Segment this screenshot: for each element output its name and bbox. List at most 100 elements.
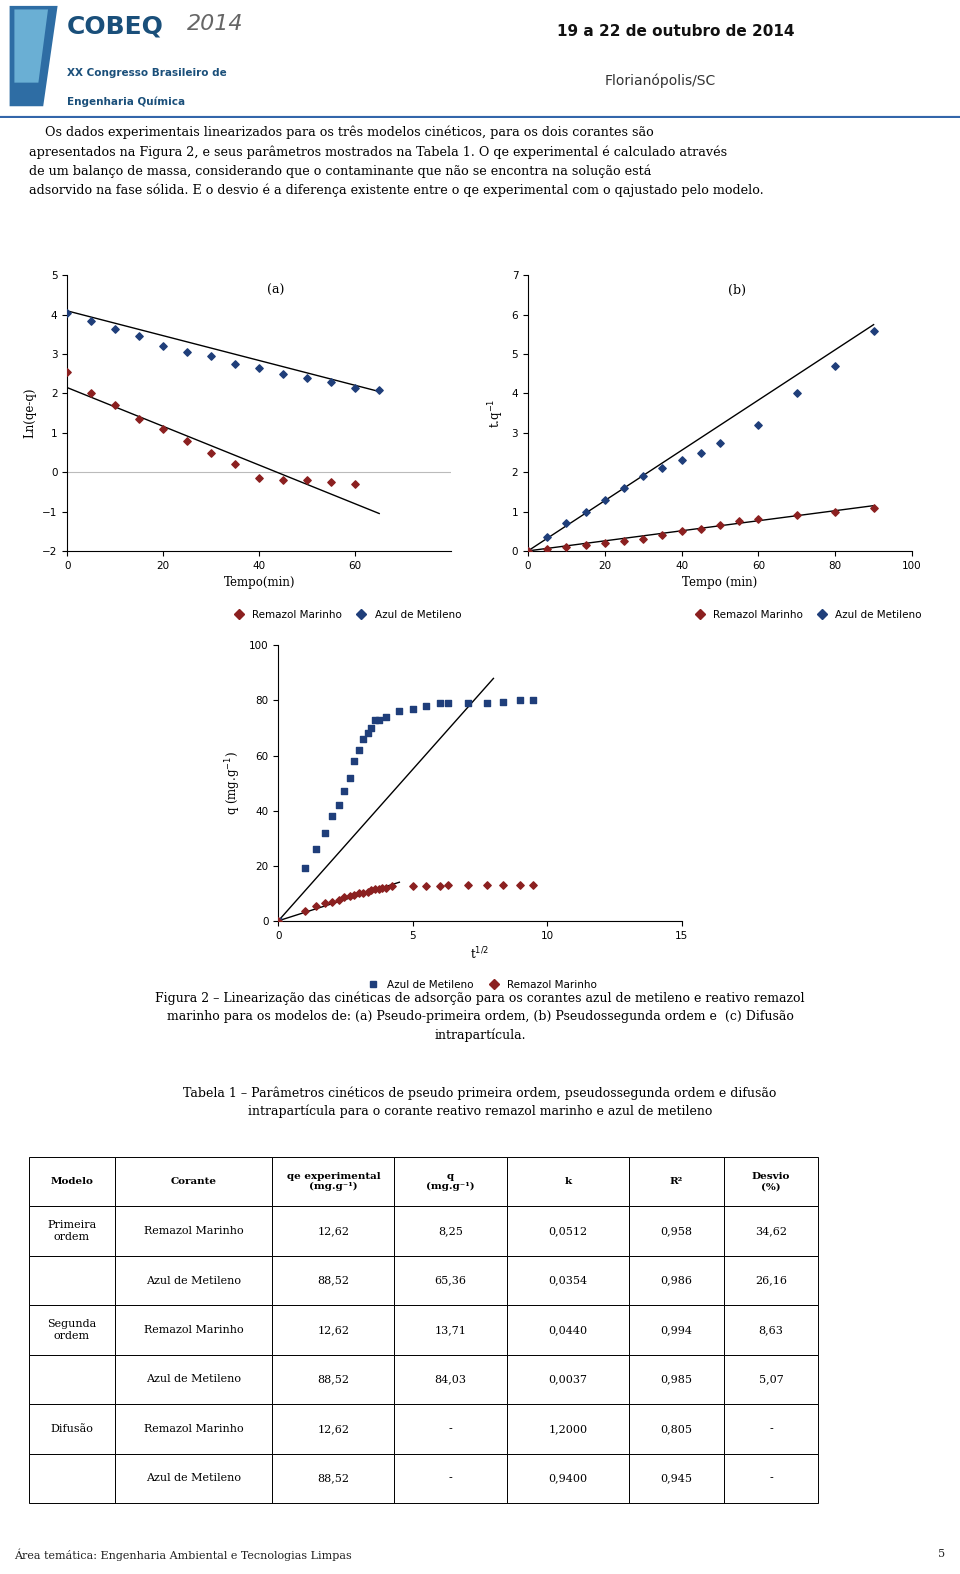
Point	[479, 691, 494, 716]
Point	[578, 499, 593, 524]
Point	[132, 406, 147, 431]
Text: Florianópolis/SC: Florianópolis/SC	[605, 72, 716, 88]
Bar	[114, 1355, 273, 1404]
Bar	[629, 1305, 724, 1355]
Point	[540, 537, 555, 562]
Legend: Remazol Marinho, Azul de Metileno: Remazol Marinho, Azul de Metileno	[685, 606, 926, 623]
Text: 0,0440: 0,0440	[548, 1325, 588, 1335]
Point	[828, 499, 843, 524]
Text: R²: R²	[670, 1177, 683, 1187]
Text: -: -	[448, 1473, 452, 1483]
Point	[655, 455, 670, 480]
Text: 0,945: 0,945	[660, 1473, 692, 1483]
Point	[300, 467, 315, 493]
Point	[317, 891, 332, 916]
Point	[597, 530, 612, 556]
Point	[331, 792, 347, 817]
Point	[347, 881, 362, 907]
Text: 88,52: 88,52	[318, 1374, 349, 1385]
Bar	[395, 1454, 507, 1503]
Point	[712, 513, 728, 538]
Point	[866, 318, 881, 343]
Text: 0,0512: 0,0512	[548, 1226, 588, 1236]
Point	[441, 691, 456, 716]
Bar	[29, 1454, 114, 1503]
Text: 84,03: 84,03	[435, 1374, 467, 1385]
Text: COBEQ: COBEQ	[67, 14, 164, 38]
Text: 12,62: 12,62	[318, 1226, 349, 1236]
Text: Os dados experimentais linearizados para os três modelos cinéticos, para os dois: Os dados experimentais linearizados para…	[29, 126, 763, 197]
Bar	[273, 1256, 395, 1305]
Bar	[629, 1157, 724, 1206]
Point	[108, 316, 123, 342]
Bar	[29, 1355, 114, 1404]
Point	[308, 836, 324, 861]
Point	[616, 475, 632, 501]
Bar	[395, 1305, 507, 1355]
Text: qe experimental
(mg.g⁻¹): qe experimental (mg.g⁻¹)	[286, 1173, 380, 1192]
Text: 8,63: 8,63	[758, 1325, 783, 1335]
Text: 5,07: 5,07	[758, 1374, 783, 1385]
Point	[276, 467, 291, 493]
Point	[461, 691, 476, 716]
Bar	[395, 1256, 507, 1305]
Bar	[29, 1256, 114, 1305]
Point	[372, 877, 387, 902]
Text: Remazol Marinho: Remazol Marinho	[144, 1226, 243, 1236]
Bar	[395, 1206, 507, 1256]
Point	[828, 353, 843, 378]
Point	[364, 878, 379, 903]
Text: 0,986: 0,986	[660, 1275, 692, 1286]
Point	[751, 412, 766, 438]
Point	[351, 880, 367, 905]
Text: Difusão: Difusão	[50, 1424, 93, 1434]
Text: q
(mg.g⁻¹): q (mg.g⁻¹)	[426, 1173, 475, 1192]
Text: 19 a 22 de outubro de 2014: 19 a 22 de outubro de 2014	[557, 24, 794, 39]
Point	[432, 874, 447, 899]
Bar	[507, 1305, 629, 1355]
Point	[204, 343, 219, 368]
Point	[324, 803, 340, 828]
Point	[342, 765, 357, 790]
Bar	[507, 1355, 629, 1404]
Point	[441, 872, 456, 897]
Bar	[629, 1404, 724, 1454]
Text: Figura 2 – Linearização das cinéticas de adsorção para os corantes azul de metil: Figura 2 – Linearização das cinéticas de…	[156, 992, 804, 1042]
Y-axis label: Ln(qe-q): Ln(qe-q)	[24, 387, 36, 439]
Point	[372, 707, 387, 732]
Y-axis label: q (mg.g$^{-1}$): q (mg.g$^{-1}$)	[224, 751, 244, 815]
Point	[495, 689, 511, 715]
Text: Segunda
ordem: Segunda ordem	[47, 1319, 96, 1341]
Point	[308, 892, 324, 918]
Point	[418, 874, 433, 899]
Bar	[629, 1256, 724, 1305]
Text: 65,36: 65,36	[435, 1275, 467, 1286]
Bar	[629, 1454, 724, 1503]
Point	[559, 510, 574, 535]
Point	[204, 439, 219, 464]
Point	[418, 693, 433, 718]
Text: Corante: Corante	[171, 1177, 217, 1187]
Text: 13,71: 13,71	[435, 1325, 467, 1335]
Point	[655, 523, 670, 548]
Bar	[724, 1256, 818, 1305]
Bar	[114, 1404, 273, 1454]
Point	[298, 899, 313, 924]
Bar	[724, 1454, 818, 1503]
Point	[693, 516, 708, 541]
Text: XX Congresso Brasileiro de: XX Congresso Brasileiro de	[67, 68, 227, 79]
Bar	[273, 1404, 395, 1454]
Point	[693, 439, 708, 464]
Bar	[273, 1206, 395, 1256]
Bar	[507, 1454, 629, 1503]
Point	[526, 688, 541, 713]
Point	[317, 820, 332, 845]
Point	[108, 392, 123, 417]
Legend: Remazol Marinho, Azul de Metileno: Remazol Marinho, Azul de Metileno	[225, 606, 466, 623]
Point	[271, 908, 286, 933]
Text: 0,958: 0,958	[660, 1226, 692, 1236]
Point	[385, 874, 400, 899]
Point	[578, 532, 593, 557]
Bar	[114, 1454, 273, 1503]
Point	[520, 538, 536, 563]
